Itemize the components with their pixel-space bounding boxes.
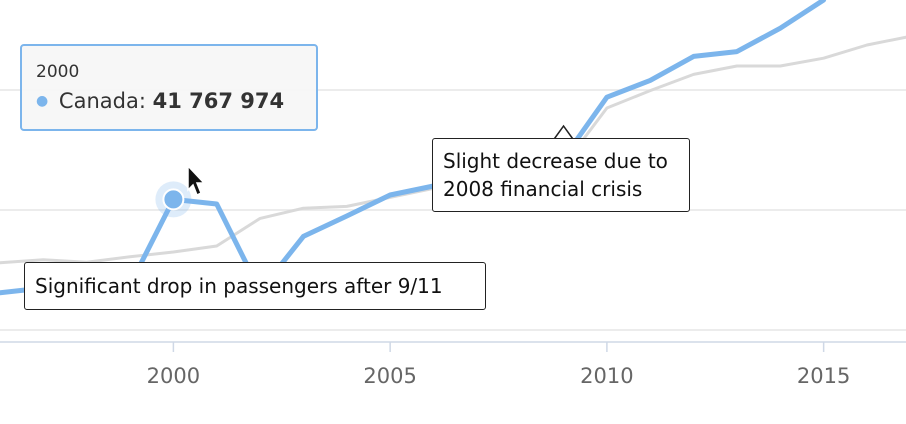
annotation-9-11-drop: Significant drop in passengers after 9/1… — [24, 262, 486, 310]
tooltip: 2000 ● Canada: 41 767 974 — [20, 44, 318, 131]
x-tick-label: 2000 — [147, 364, 200, 388]
annotation-financial-crisis: Slight decrease due to 2008 financial cr… — [432, 138, 690, 212]
series-dot-icon: ● — [36, 93, 49, 109]
tooltip-series-name: Canada: — [58, 89, 146, 113]
tooltip-value: 41 767 974 — [152, 89, 285, 113]
data-point-marker — [162, 188, 185, 211]
x-tick-label: 2005 — [363, 364, 416, 388]
tooltip-header: 2000 — [36, 62, 80, 82]
mouse-cursor-icon — [187, 164, 206, 197]
x-tick-label: 2010 — [580, 364, 633, 388]
tooltip-row: ● Canada: 41 767 974 — [36, 86, 302, 116]
annotation-pointer — [553, 124, 574, 139]
x-tick-label: 2015 — [797, 364, 850, 388]
hover-marker — [155, 181, 192, 218]
x-axis-ticks: 2000 2005 2010 2015 — [147, 342, 850, 388]
